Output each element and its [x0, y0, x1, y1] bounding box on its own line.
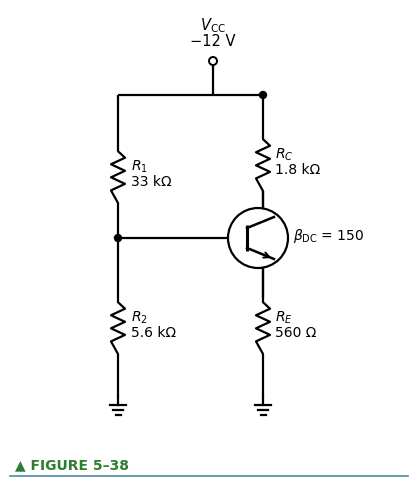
Text: 33 kΩ: 33 kΩ	[131, 175, 172, 189]
Circle shape	[228, 208, 288, 268]
Text: $V_{\mathrm{CC}}$: $V_{\mathrm{CC}}$	[200, 16, 226, 35]
Text: 1.8 kΩ: 1.8 kΩ	[275, 163, 320, 177]
Text: $R_C$: $R_C$	[275, 147, 293, 163]
Text: 560 Ω: 560 Ω	[275, 326, 316, 340]
Text: $R_2$: $R_2$	[131, 310, 148, 326]
Text: −12 V: −12 V	[190, 34, 236, 49]
Circle shape	[115, 235, 122, 242]
Circle shape	[209, 57, 217, 65]
Circle shape	[260, 92, 267, 99]
Text: $\beta_{\mathrm{DC}}$ = 150: $\beta_{\mathrm{DC}}$ = 150	[293, 227, 364, 245]
Text: $R_E$: $R_E$	[275, 310, 293, 326]
Text: $R_1$: $R_1$	[131, 159, 148, 175]
Text: 5.6 kΩ: 5.6 kΩ	[131, 326, 176, 340]
Text: ▲ FIGURE 5–38: ▲ FIGURE 5–38	[15, 458, 129, 472]
